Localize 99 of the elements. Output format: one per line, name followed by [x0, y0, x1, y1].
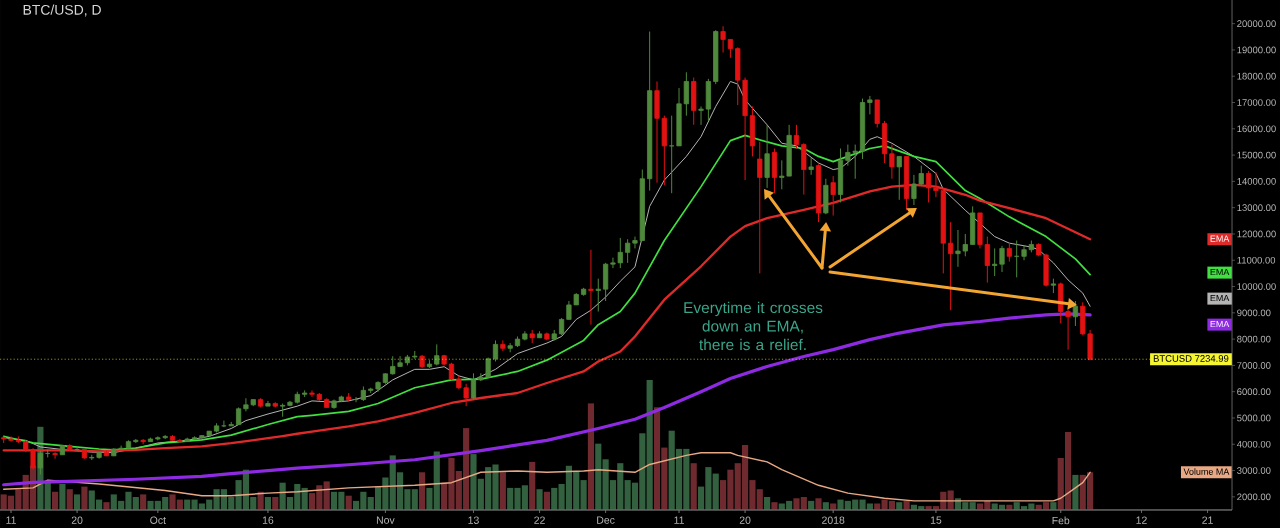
candlestick: [896, 155, 902, 201]
candlestick: [793, 124, 800, 150]
bar: [323, 481, 330, 510]
candlestick: [830, 175, 836, 217]
x-tick-label: 20: [71, 516, 83, 524]
candlestick: [683, 71, 689, 117]
y-tick-label: 18000.00: [1237, 72, 1276, 80]
y-tick-label: 10000.00: [1237, 283, 1276, 290]
bar: [580, 480, 587, 510]
candlestick: [698, 105, 704, 126]
candlestick: [727, 38, 734, 59]
text: EMA: [1210, 294, 1230, 302]
x-tick-label: Oct: [150, 516, 166, 524]
y-tick-label: 12000.00: [1237, 230, 1276, 238]
line-series: [2, 134, 1091, 451]
candlestick: [1006, 242, 1012, 263]
x-tick-label: Dec: [597, 516, 615, 524]
bar: [543, 491, 550, 510]
bar: [411, 489, 418, 510]
candlestick: [221, 420, 227, 428]
candlestick: [757, 141, 763, 274]
candlestick: [948, 221, 954, 311]
x-tick-label: 16: [262, 516, 274, 524]
y-tick-label: 20000.00: [1237, 20, 1276, 27]
candlestick: [926, 170, 932, 203]
bar: [815, 498, 822, 510]
line-series: [2, 183, 1092, 453]
bar: [499, 472, 506, 510]
bar: [690, 463, 697, 510]
x-tick-label: 12: [1136, 516, 1147, 524]
chart-title: BTC/USD, D: [23, 4, 101, 17]
y-tick-label: 9000.00: [1237, 309, 1271, 317]
y-tick-label: 13000.00: [1237, 204, 1276, 212]
text: EMA: [1210, 268, 1230, 276]
candlestick: [764, 124, 770, 189]
candlestick: [470, 372, 477, 401]
x-tick-label: 11: [674, 516, 684, 524]
x-tick-label: 21: [1202, 516, 1213, 524]
bar: [646, 379, 653, 510]
bar: [419, 472, 426, 510]
y-tick-label: 5000.00: [1237, 414, 1271, 422]
y-tick-label: 16000.00: [1237, 125, 1276, 133]
y-tick-label: 7000.00: [1237, 362, 1271, 369]
bar: [764, 496, 771, 510]
ref-line-label: BTCUSD 7234.99: [1153, 355, 1229, 362]
x-tick-label: Nov: [376, 516, 395, 524]
x-tick-label: Feb: [1052, 516, 1070, 525]
bar: [595, 443, 602, 510]
y-tick-label: 6000.00: [1237, 388, 1271, 396]
candlestick: [625, 238, 631, 264]
bar: [587, 403, 595, 510]
y-tick-label: 14000.00: [1237, 178, 1276, 185]
candlestick: [1072, 300, 1079, 327]
candlestick: [595, 278, 601, 312]
bar: [712, 473, 719, 510]
candlestick: [492, 339, 499, 362]
candlestick: [867, 95, 873, 115]
y-tick-label: 11000.00: [1237, 256, 1276, 264]
bar: [59, 483, 66, 510]
candlestick: [889, 144, 895, 180]
bar: [51, 491, 59, 510]
bar: [103, 502, 110, 510]
x-tick-label: 22: [534, 516, 545, 524]
y-tick-label: 15000.00: [1237, 151, 1276, 159]
x-tick-label: 11: [6, 516, 16, 524]
y-tick-label: 19000.00: [1237, 46, 1276, 54]
y-tick-label: 8000.00: [1237, 335, 1271, 343]
bar: [44, 482, 51, 510]
bar: [529, 461, 536, 510]
bar: [903, 500, 910, 510]
candlestick: [874, 99, 880, 128]
candlestick: [720, 25, 726, 54]
x-tick-label: 15: [930, 516, 942, 524]
bar: [81, 486, 88, 510]
bar: [66, 489, 73, 510]
text: Volume MA: [1183, 468, 1230, 475]
candlestick: [52, 451, 58, 460]
candlestick: [37, 450, 43, 475]
x-tick-label: 2018: [822, 516, 845, 524]
y-tick-label: 3000.00: [1237, 467, 1271, 474]
bar: [771, 502, 778, 510]
y-tick-label: 2000.00: [1237, 493, 1271, 501]
candlestick: [177, 438, 183, 444]
x-tick-label: 13: [468, 516, 479, 524]
y-tick-label: 17000.00: [1237, 99, 1276, 106]
annotation: Everytime it crosses down an EMA, there is a relief.: [684, 301, 823, 351]
candlestick: [588, 249, 594, 326]
text: EMA: [1210, 320, 1230, 328]
bar: [272, 496, 279, 510]
x-tick-label: 20: [739, 516, 751, 524]
text: EMA: [1210, 235, 1230, 242]
bar: [74, 494, 81, 510]
bar: [830, 503, 837, 510]
candlestick: [669, 115, 675, 194]
bar: [536, 489, 543, 510]
bar: [1072, 474, 1079, 510]
bar: [264, 496, 272, 510]
bar: [140, 494, 147, 510]
y-tick-label: 4000.00: [1236, 440, 1271, 448]
